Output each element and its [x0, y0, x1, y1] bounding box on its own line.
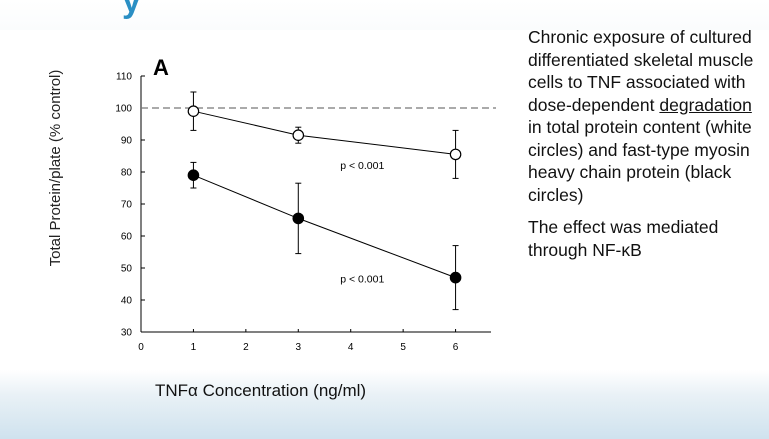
description-1-end: in total protein content (white circles)…: [528, 117, 752, 205]
series-line-1: [193, 110, 456, 155]
data-point: [187, 169, 200, 181]
x-tick-label: 4: [348, 342, 354, 353]
data-point: [187, 105, 200, 117]
y-tick-label: 70: [121, 200, 133, 211]
y-tick-label: 90: [121, 136, 133, 147]
x-tick-label: 0: [138, 342, 144, 353]
figure-panel: A 30 40 50 60 70 80 90 100 110 0 1 2 3 4 5 6 p < 0.001 p <…: [96, 47, 496, 365]
p-value-annotation: p < 0.001: [340, 273, 384, 285]
y-tick-label: 40: [121, 296, 133, 307]
data-point: [292, 129, 305, 141]
panel-label: A: [153, 55, 169, 80]
data-point: [292, 212, 305, 225]
slide-title-fragment: y: [122, 0, 142, 20]
x-axis-label: TNFα Concentration (ng/ml): [155, 381, 367, 400]
y-tick-label: 60: [121, 232, 133, 243]
data-point: [449, 271, 462, 284]
chart: A 30 40 50 60 70 80 90 100 110 0 1 2 3 4 5 6 p < 0.001 p <…: [115, 55, 496, 353]
description-text: Chronic exposure of cultured differentia…: [528, 26, 764, 271]
series-line-2: [193, 174, 456, 279]
header-band: y: [0, 0, 769, 30]
x-tick-label: 2: [243, 342, 249, 353]
x-tick-label: 6: [453, 342, 459, 353]
y-tick-label: 100: [115, 104, 132, 115]
data-point: [449, 148, 462, 161]
y-tick-label: 80: [121, 168, 133, 179]
y-tick-label: 30: [121, 328, 133, 339]
y-tick-label: 50: [121, 264, 133, 275]
description-paragraph-2: The effect was mediated through NF-κB: [528, 217, 719, 260]
x-tick-label: 1: [191, 342, 197, 353]
description-paragraph-1: Chronic exposure of cultured differentia…: [528, 26, 764, 206]
y-tick-label: 110: [116, 72, 132, 83]
x-tick-label: 5: [400, 342, 406, 353]
y-axis-label: Total Protein/plate (% control): [47, 69, 64, 267]
x-tick-label: 3: [296, 342, 302, 353]
degradation-term: degradation: [659, 94, 752, 115]
p-value-annotation: p < 0.001: [340, 160, 384, 172]
description-1-start: Chronic exposure of cultured differentia…: [528, 27, 754, 115]
